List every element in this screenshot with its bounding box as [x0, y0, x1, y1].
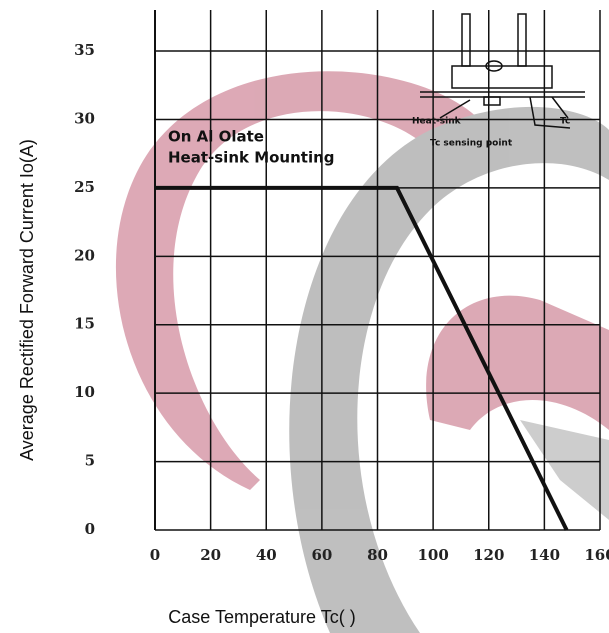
line [155, 185, 569, 531]
annotation: On Al Olate [168, 128, 264, 146]
annotation: Heat-sink Mounting [168, 149, 335, 167]
y-tick-label: 25 [74, 178, 95, 196]
x-tick-label: 40 [256, 546, 277, 564]
x-tick-label: 60 [311, 546, 332, 564]
y-tick-label: 0 [85, 520, 95, 538]
y-tick-label: 15 [74, 315, 95, 333]
x-tick-label: 0 [150, 546, 160, 564]
watermark [115, 71, 609, 633]
annotation: Heat-sink [412, 117, 462, 127]
x-tick-label: 120 [473, 546, 504, 564]
y-tick-label: 30 [74, 109, 95, 127]
y-tick-label: 20 [74, 246, 95, 264]
x-tick-label: 140 [529, 546, 560, 564]
grid [154, 10, 601, 531]
x-tick-label: 100 [417, 546, 448, 564]
annotation: Tc sensing point [430, 139, 513, 149]
annotation: Tc [560, 117, 570, 127]
x-tick-label: 160 [584, 546, 609, 564]
y-axis-label: Average Rectified Forward Current Io(A) [17, 139, 37, 461]
y-tick-label: 5 [85, 452, 95, 470]
inset-diagram [420, 13, 585, 129]
x-axis-label: Case Temperature Tc( ) [168, 607, 355, 627]
x-tick-label: 80 [367, 546, 388, 564]
x-tick-label: 20 [200, 546, 221, 564]
y-tick-label: 35 [74, 41, 95, 59]
y-tick-label: 10 [74, 383, 95, 401]
